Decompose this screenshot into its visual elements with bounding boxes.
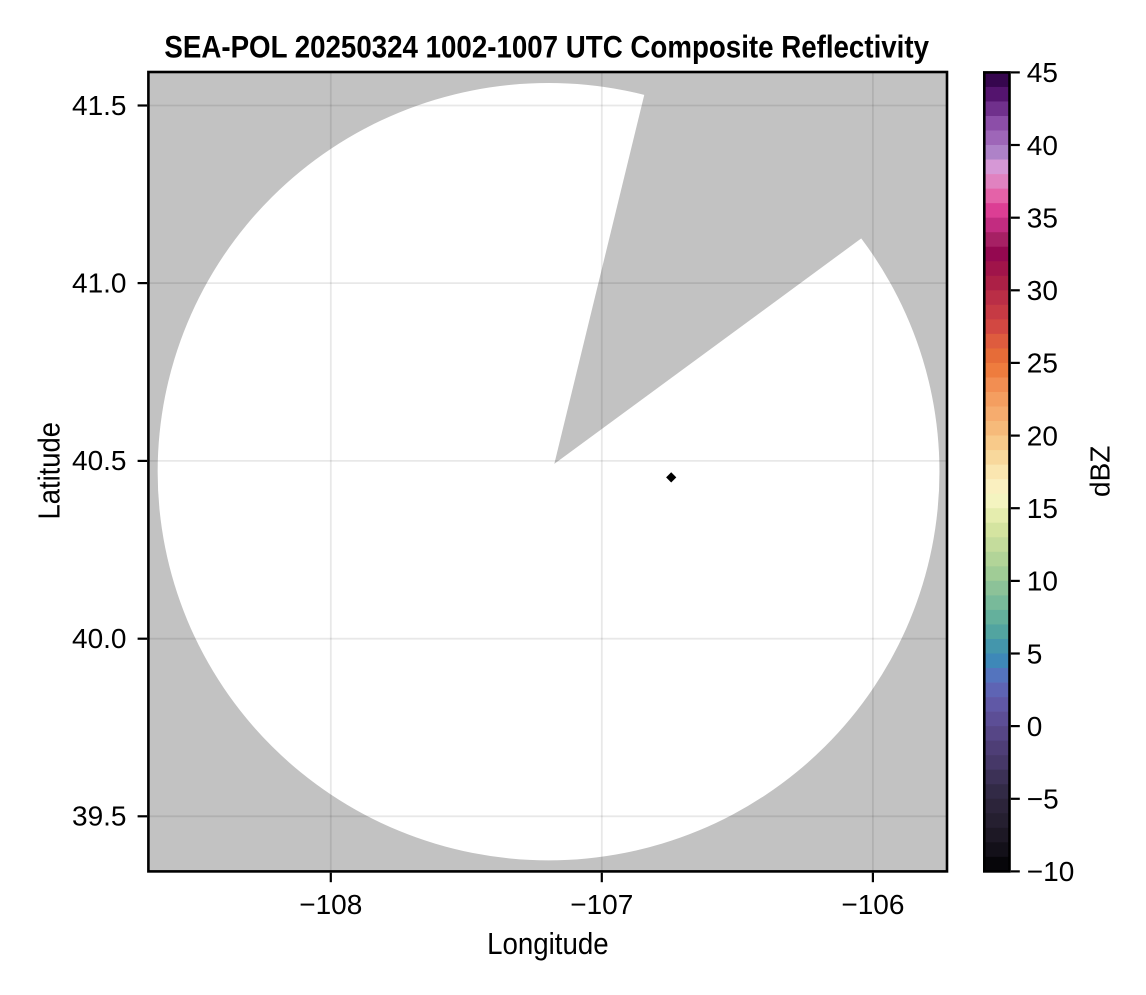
svg-text:0: 0 — [1027, 711, 1043, 742]
svg-text:35: 35 — [1027, 203, 1058, 234]
svg-text:15: 15 — [1027, 493, 1058, 524]
svg-text:30: 30 — [1027, 275, 1058, 306]
svg-text:−5: −5 — [1027, 784, 1059, 815]
svg-text:−10: −10 — [1027, 856, 1075, 887]
svg-text:40: 40 — [1027, 130, 1058, 161]
svg-text:5: 5 — [1027, 638, 1043, 669]
svg-text:10: 10 — [1027, 566, 1058, 597]
svg-text:41.5: 41.5 — [72, 90, 127, 121]
svg-text:Longitude: Longitude — [487, 926, 608, 961]
svg-text:25: 25 — [1027, 348, 1058, 379]
svg-text:45: 45 — [1027, 57, 1058, 88]
svg-text:41.0: 41.0 — [72, 267, 127, 298]
svg-text:SEA-POL 20250324 1002-1007 UTC: SEA-POL 20250324 1002-1007 UTC Composite… — [164, 28, 929, 64]
svg-text:Latitude: Latitude — [32, 422, 67, 520]
svg-text:39.5: 39.5 — [72, 801, 127, 832]
svg-text:dBZ: dBZ — [1084, 446, 1115, 497]
svg-text:−107: −107 — [570, 889, 633, 920]
svg-text:−108: −108 — [299, 889, 362, 920]
svg-text:20: 20 — [1027, 420, 1058, 451]
svg-text:40.5: 40.5 — [72, 445, 127, 476]
svg-text:−106: −106 — [841, 889, 904, 920]
svg-text:40.0: 40.0 — [72, 623, 127, 654]
